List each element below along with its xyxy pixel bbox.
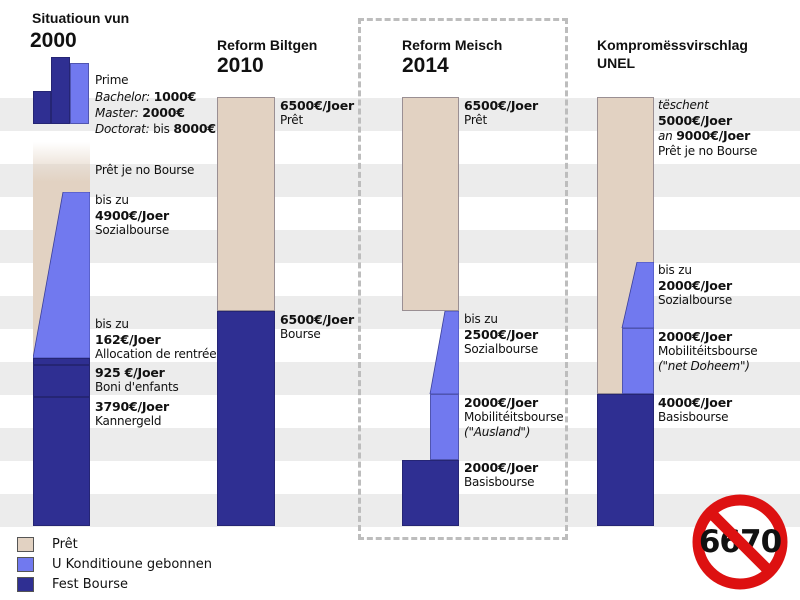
background-stripe xyxy=(0,362,800,395)
column-year-2010: 2010 xyxy=(217,54,264,77)
column-year-2014: 2014 xyxy=(402,54,449,77)
mobiliteitsbourse-segment-unel xyxy=(622,328,654,394)
prime-master-label: Master: 2000€ xyxy=(95,105,185,120)
sozialbourse-label-unel: bis zu 2000€/Joer Sozialbourse xyxy=(658,263,733,307)
sozialbourse-label-2000: bis zu 4900€/Joer Sozialbourse xyxy=(95,193,170,237)
bourse-label-2010: 6500€/Joer Bourse xyxy=(280,312,354,341)
legend-label-fest: Fest Bourse xyxy=(52,577,128,592)
pret-segment-2010 xyxy=(217,97,275,311)
pret-label-unel: tëschent 5000€/Joer an 9000€/Joer Prêt j… xyxy=(658,98,758,158)
kannergeld-segment-2000 xyxy=(33,397,90,526)
kannergeld-label-2000: 3790€/Joer Kannergeld xyxy=(95,399,169,428)
allocation-label-2000: bis zu 162€/Joer Allocation de rentrée xyxy=(95,317,217,361)
pret-label-2014: 6500€/Joer Prêt xyxy=(464,98,538,127)
bourse-segment-2010 xyxy=(217,311,275,526)
prime-bar-bachelor xyxy=(33,91,51,124)
pret-segment-2014 xyxy=(402,97,459,311)
sozialbourse-wedge-unel xyxy=(621,262,654,328)
prime-doctorat-label: Doctorat: bis 8000€ xyxy=(95,121,216,136)
basisbourse-label-2014: 2000€/Joer Basisbourse xyxy=(464,460,538,489)
background-stripe xyxy=(0,230,800,263)
pret-label-2000: Prêt je no Bourse xyxy=(95,163,195,177)
prime-label: Prime xyxy=(95,73,129,87)
legend-swatch-konditioun xyxy=(17,557,34,572)
background-stripe xyxy=(0,164,800,197)
column-title-unel: Kompromëssvirschlag xyxy=(597,37,748,53)
basisbourse-segment-unel xyxy=(597,394,654,526)
sozialbourse-wedge-2014 xyxy=(429,311,459,394)
prime-bar-master xyxy=(51,57,70,124)
background-stripe xyxy=(0,296,800,329)
basisbourse-segment-2014 xyxy=(402,460,459,526)
sozialbourse-wedge-2000 xyxy=(33,192,90,358)
allocation-segment-2000 xyxy=(33,358,90,365)
background-stripe xyxy=(0,494,800,527)
mobiliteitsbourse-label-2014: 2000€/Joer Mobilitéitsbourse ("Ausland") xyxy=(464,395,564,439)
column-year-unel: UNEL xyxy=(597,55,636,71)
background-stripe xyxy=(0,98,800,131)
mobiliteitsbourse-segment-2014 xyxy=(430,394,459,460)
basisbourse-label-unel: 4000€/Joer Basisbourse xyxy=(658,395,732,424)
legend-swatch-fest xyxy=(17,577,34,592)
sozialbourse-label-2014: bis zu 2500€/Joer Sozialbourse xyxy=(464,312,539,356)
background-stripe xyxy=(0,428,800,461)
column-year-2000: 2000 xyxy=(30,29,77,52)
column-title-2000: Situatioun vun xyxy=(32,10,130,26)
boni-label-2000: 925 €/Joer Boni d'enfants xyxy=(95,365,179,394)
mobiliteitsbourse-label-unel: 2000€/Joer Mobilitéitsbourse ("net Dohee… xyxy=(658,329,758,373)
prime-bar-doctorat xyxy=(70,63,89,124)
prime-bachelor-label: Bachelor: 1000€ xyxy=(95,89,197,104)
column-title-2014: Reform Meisch xyxy=(402,37,503,53)
boni-segment-2000 xyxy=(33,365,90,397)
pret-label-2010: 6500€/Joer Prêt xyxy=(280,98,354,127)
legend-label-pret: Prêt xyxy=(52,537,78,552)
legend-label-konditioun: U Konditioune gebonnen xyxy=(52,557,213,572)
prohibition-slash xyxy=(708,510,772,574)
column-title-2010: Reform Biltgen xyxy=(217,37,318,53)
legend-swatch-pret xyxy=(17,537,34,552)
highlight-frame-2014 xyxy=(358,18,568,540)
